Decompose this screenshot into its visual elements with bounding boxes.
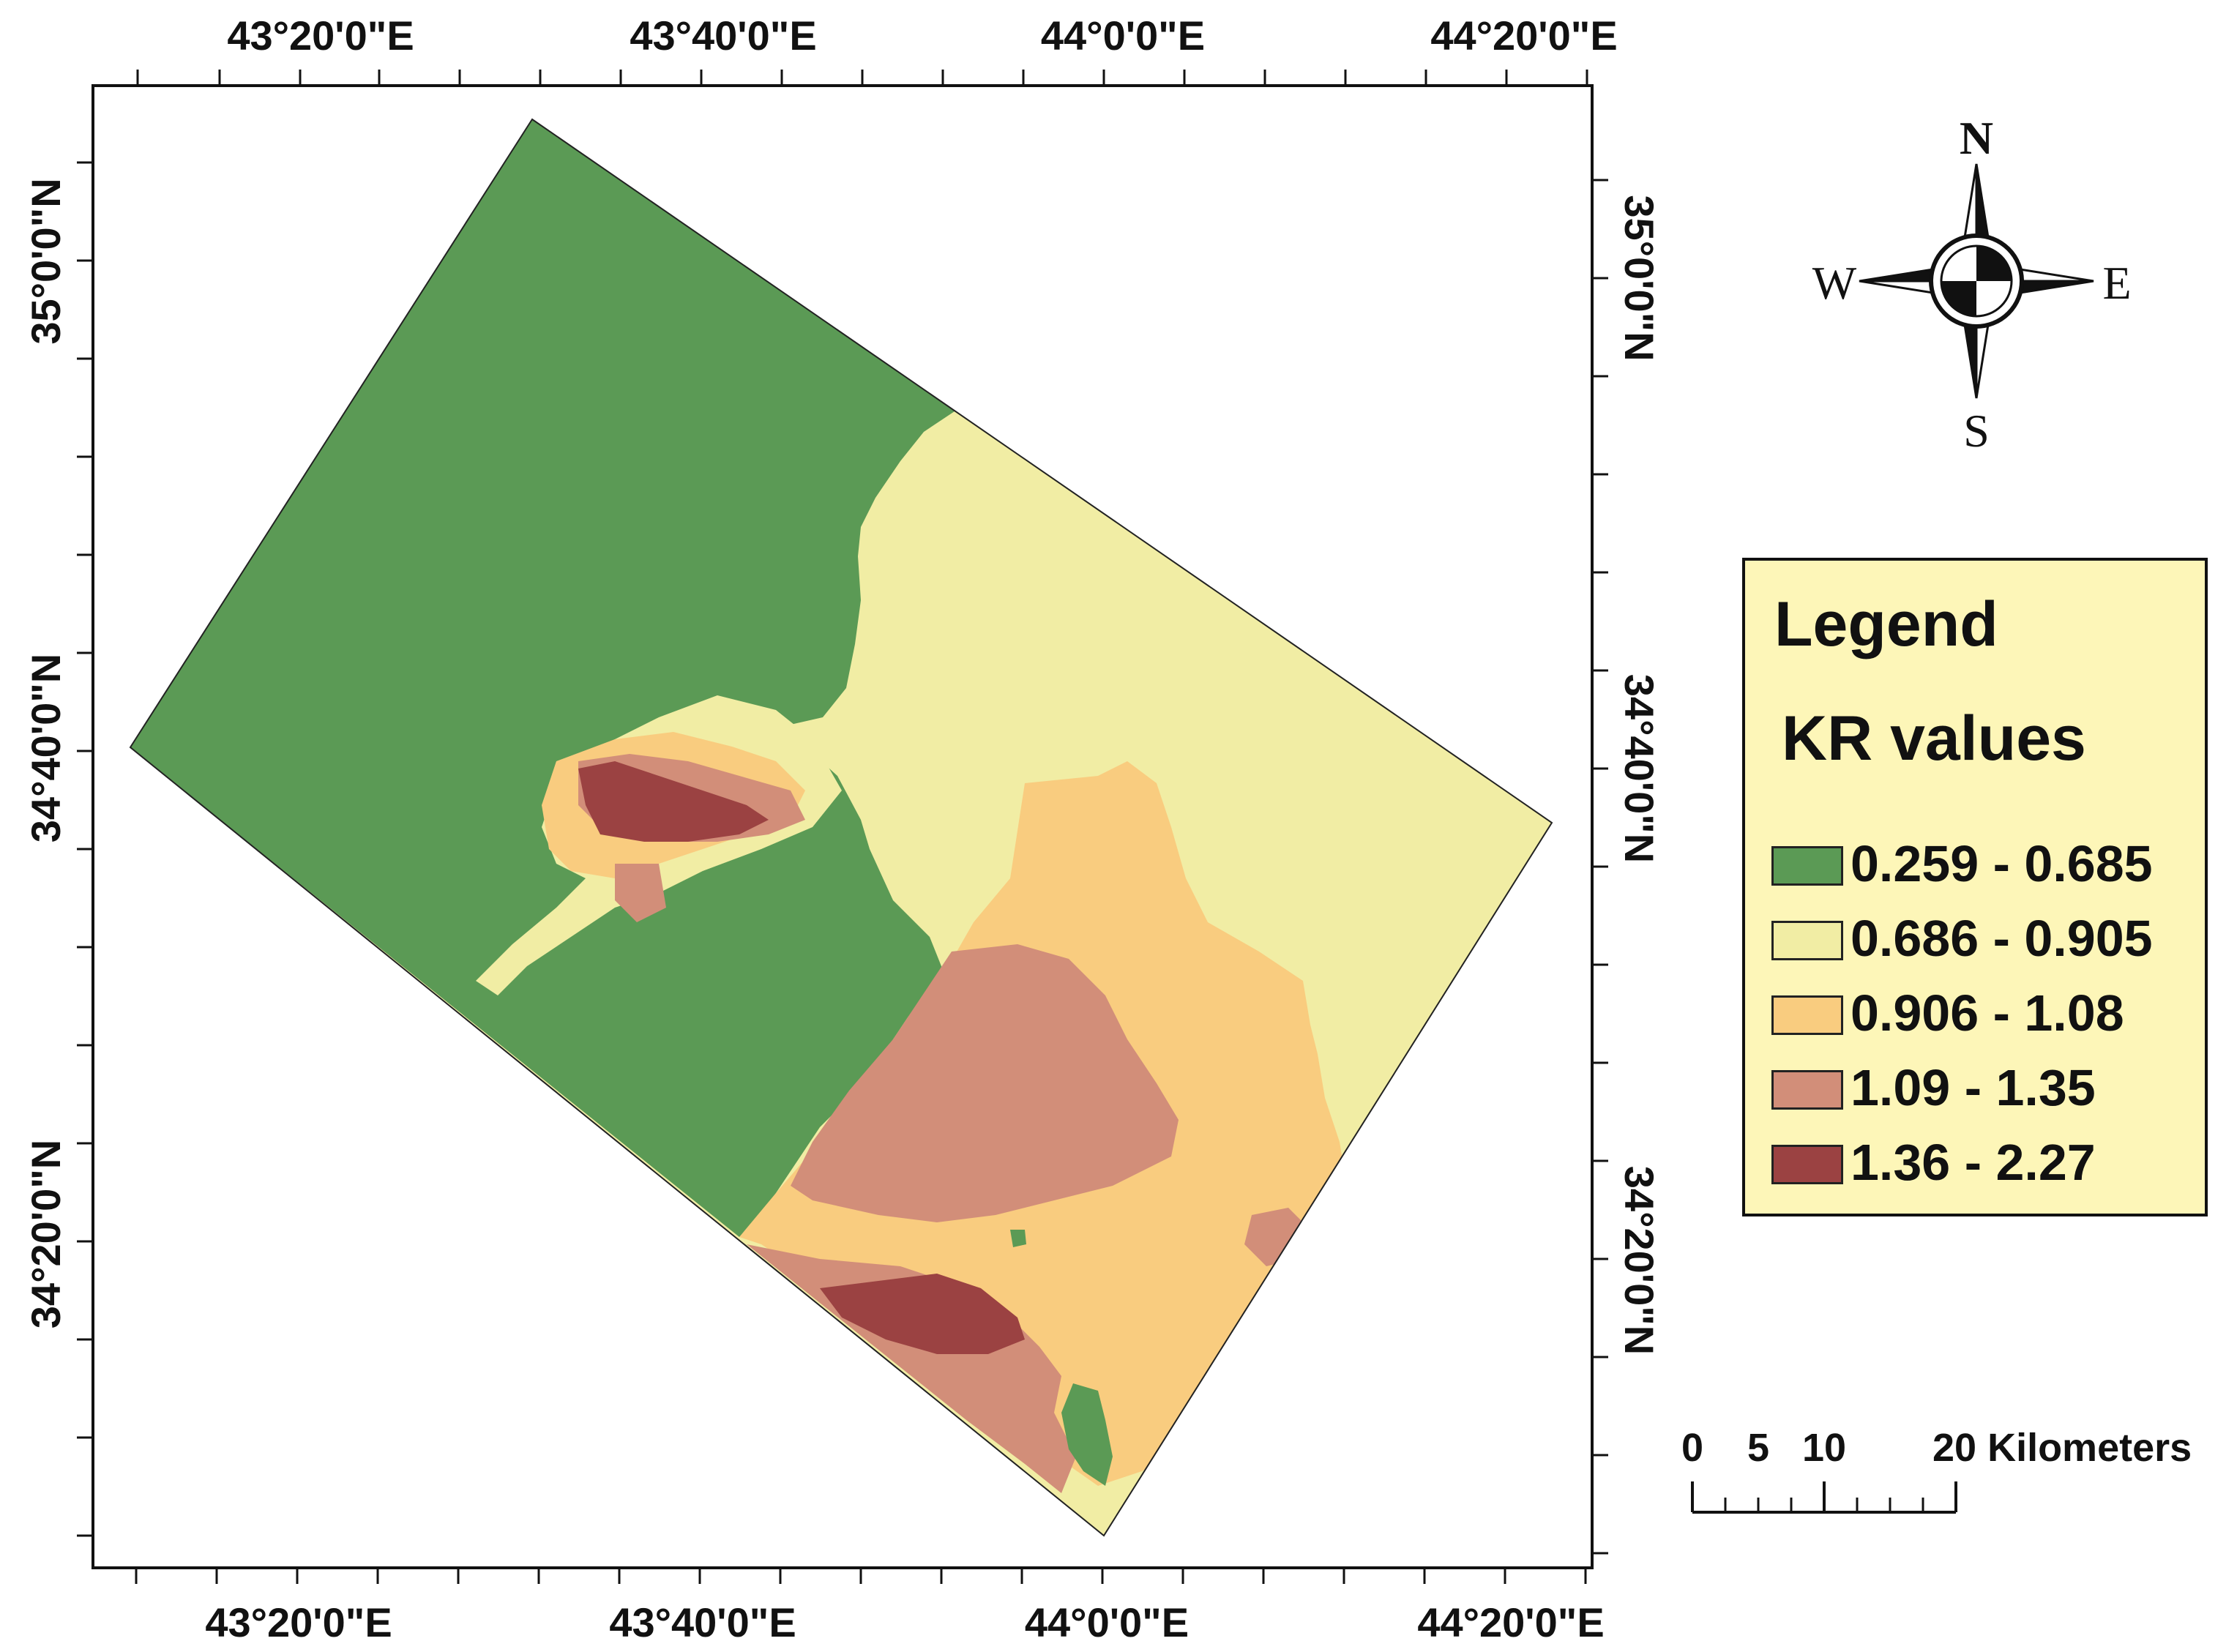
legend-label: 0.906 - 1.08 — [1851, 984, 2124, 1042]
top-tick-marks — [136, 70, 1588, 86]
scale-tick-10: 10 — [1802, 1426, 1846, 1470]
top-label-3: 44°0'0"E — [1041, 12, 1205, 59]
zone-class-4 — [791, 944, 1179, 1222]
study-area-outline — [129, 118, 1553, 1537]
legend-subtitle: KR values — [1782, 703, 2086, 774]
zone-class-5-south — [820, 1274, 1025, 1354]
zone-class-1 — [130, 119, 955, 1237]
legend: Legend KR values 0.259 - 0.685 0.686 - 0… — [1742, 558, 2208, 1216]
top-label-1: 43°20'0"E — [227, 12, 414, 59]
legend-swatch — [1771, 995, 1843, 1035]
bottom-label-2: 43°40'0"E — [609, 1599, 796, 1645]
legend-title: Legend — [1774, 589, 1998, 659]
legend-swatch — [1771, 1070, 1843, 1110]
bottom-tick-marks — [135, 1568, 1587, 1584]
legend-swatch — [1771, 1145, 1843, 1184]
left-tick-marks — [77, 161, 93, 1537]
scale-bar: 0 5 10 20 Kilometers — [1681, 1426, 2192, 1514]
scale-tick-20: 20 Kilometers — [1932, 1426, 2192, 1470]
top-label-2: 43°40'0"E — [630, 12, 816, 59]
left-label-3: 34°20'0"N — [23, 1140, 69, 1328]
legend-label: 0.259 - 0.685 — [1851, 835, 2153, 892]
zone-class-1-patch-small — [1010, 1230, 1026, 1247]
scale-tick-5: 5 — [1747, 1426, 1769, 1470]
legend-label: 1.36 - 2.27 — [1851, 1134, 2096, 1191]
compass-north-label: N — [1960, 112, 1993, 164]
compass-west-label: W — [1812, 257, 1857, 309]
compass-east-label: E — [2102, 257, 2131, 309]
compass-south-label: S — [1963, 405, 1990, 457]
zone-class-1-patch-south — [1061, 1383, 1113, 1486]
zone-class-5-west — [578, 761, 769, 842]
legend-swatch — [1771, 921, 1843, 960]
legend-label: 0.686 - 0.905 — [1851, 910, 2153, 967]
right-label-1: 35°0'0"N — [1616, 195, 1662, 361]
bottom-label-1: 43°20'0"E — [205, 1599, 392, 1645]
north-arrow-icon — [1859, 163, 2094, 399]
bottom-label-4: 44°20'0"E — [1417, 1599, 1604, 1645]
top-label-4: 44°20'0"E — [1430, 12, 1617, 59]
right-label-3: 34°20'0"N — [1616, 1166, 1662, 1355]
legend-label: 1.09 - 1.35 — [1851, 1059, 2096, 1116]
legend-swatch — [1771, 846, 1843, 886]
right-tick-marks — [1592, 179, 1608, 1555]
zone-class-4-patch-west — [615, 864, 666, 922]
kr-raster — [129, 118, 1553, 1537]
left-label-1: 35°0'0"N — [23, 178, 69, 344]
right-label-2: 34°40'0"N — [1616, 674, 1662, 863]
bottom-label-3: 44°0'0"E — [1025, 1599, 1189, 1645]
left-label-2: 34°40'0"N — [23, 654, 69, 842]
scale-tick-0: 0 — [1681, 1426, 1703, 1470]
map-frame — [92, 84, 1594, 1569]
